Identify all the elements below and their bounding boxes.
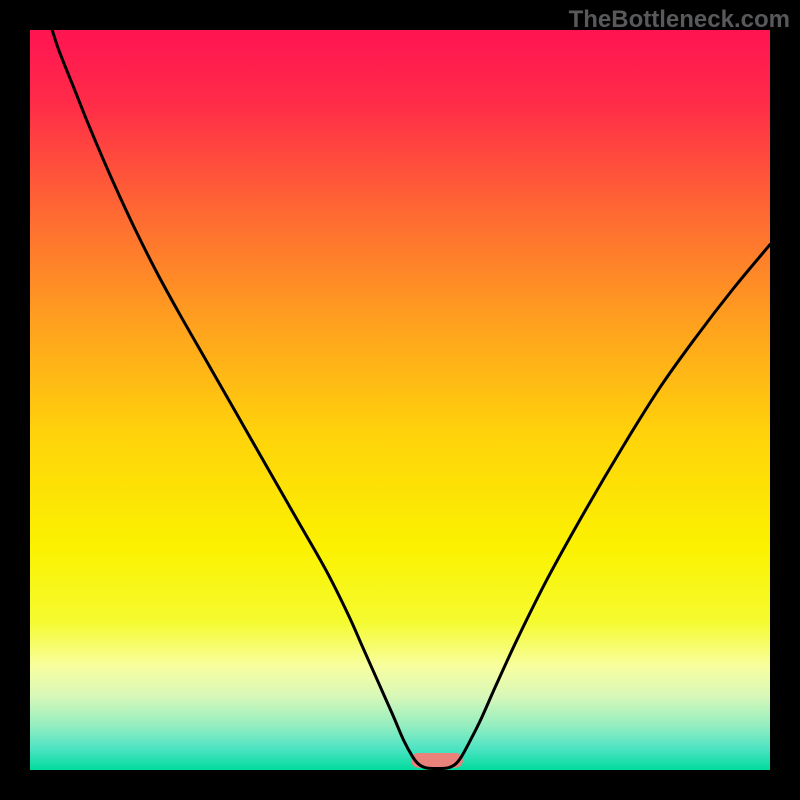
watermark-text: TheBottleneck.com	[569, 6, 790, 34]
plot-background	[30, 30, 770, 770]
chart-container: TheBottleneck.com	[0, 0, 800, 800]
bottleneck-chart	[0, 0, 800, 800]
